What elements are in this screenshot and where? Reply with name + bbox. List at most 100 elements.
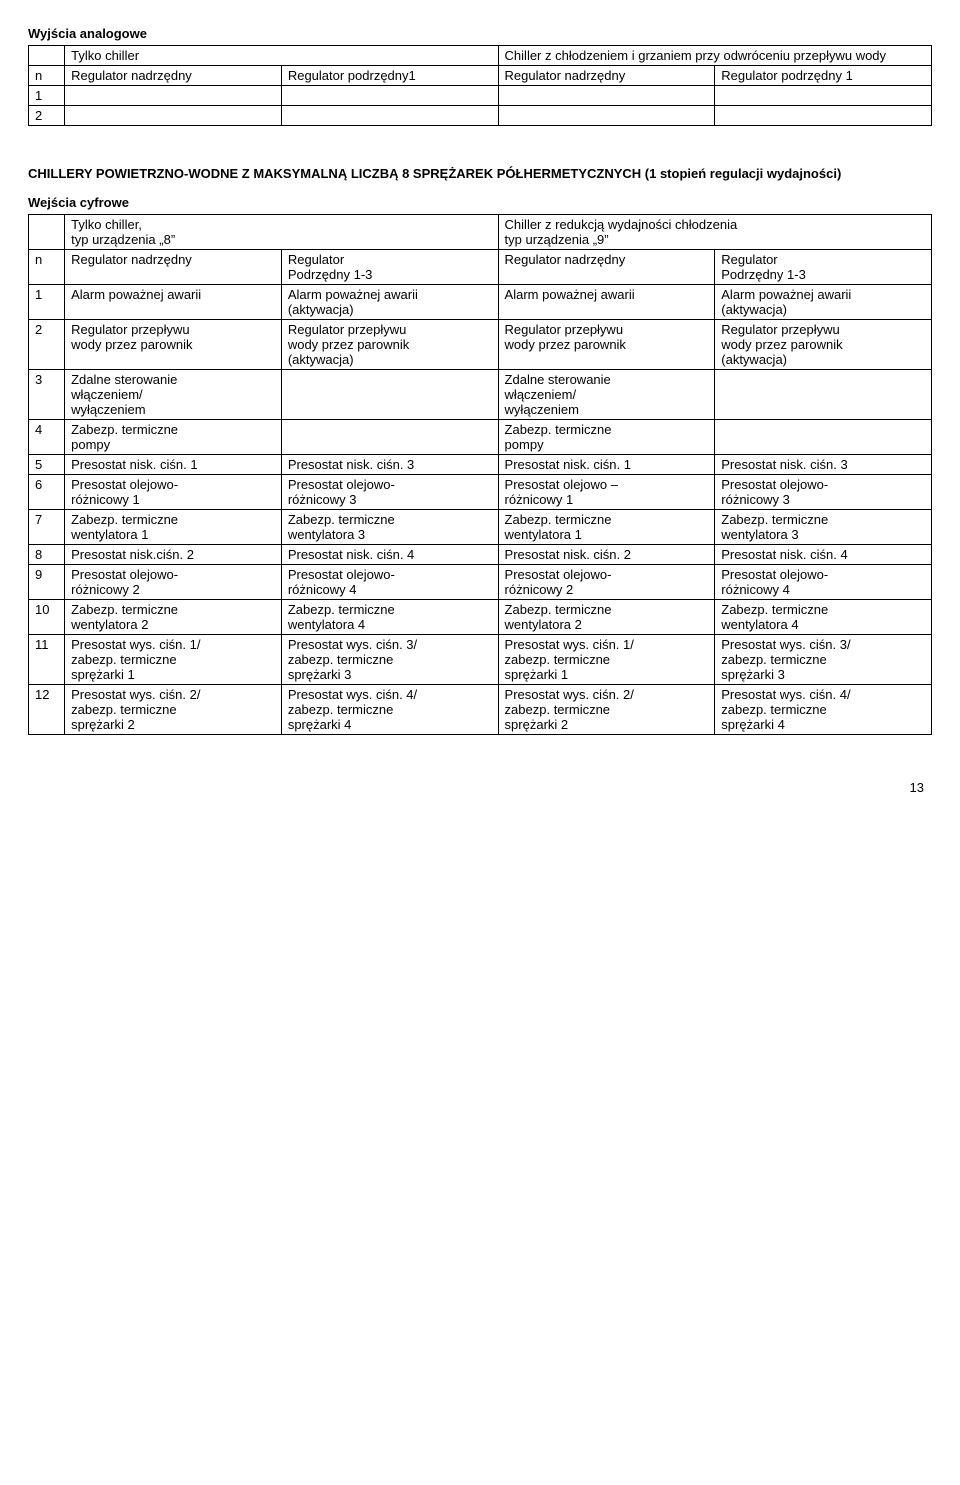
cell: Presostat olejowo- różnicowy 3 (281, 475, 498, 510)
row-num: 3 (29, 370, 65, 420)
table-header-row: Tylko chiller, typ urządzenia „8” Chille… (29, 215, 932, 250)
cell: Presostat wys. ciśn. 1/ zabezp. termiczn… (65, 635, 282, 685)
row-num: 10 (29, 600, 65, 635)
col-reg-sub13: Regulator Podrzędny 1-3 (281, 250, 498, 285)
cell: Zabezp. termiczne wentylatora 2 (498, 600, 715, 635)
cell: Presostat wys. ciśn. 1/ zabezp. termiczn… (498, 635, 715, 685)
row-num: 1 (29, 86, 65, 106)
section2-title: CHILLERY POWIETRZNO-WODNE Z MAKSYMALNĄ L… (28, 166, 932, 181)
col-reg-sub13b: Regulator Podrzędny 1-3 (715, 250, 932, 285)
table-row: 10Zabezp. termiczne wentylatora 2Zabezp.… (29, 600, 932, 635)
row-num: 6 (29, 475, 65, 510)
row-num: 2 (29, 320, 65, 370)
cell: Zabezp. termiczne pompy (65, 420, 282, 455)
digital-inputs-table: Tylko chiller, typ urządzenia „8” Chille… (28, 214, 932, 735)
page-number: 13 (910, 780, 924, 795)
table-row: 9 Presostat olejowo- różnicowy 2Presostat… (29, 565, 932, 600)
cell-only-chiller: Tylko chiller (65, 46, 498, 66)
cell (715, 420, 932, 455)
cell (498, 106, 715, 126)
cell: Zabezp. termiczne pompy (498, 420, 715, 455)
cell: Presostat nisk. ciśn. 3 (715, 455, 932, 475)
cell: Regulator przepływu wody przez parownik (498, 320, 715, 370)
cell (65, 86, 282, 106)
cell: Regulator przepływu wody przez parownik (65, 320, 282, 370)
table-row: 11Presostat wys. ciśn. 1/ zabezp. termic… (29, 635, 932, 685)
table-row: 2 (29, 106, 932, 126)
table-row: 1 (29, 86, 932, 106)
cell (281, 370, 498, 420)
table-subheader-row: n Regulator nadrzędny Regulator podrzędn… (29, 66, 932, 86)
cell: Presostat nisk.ciśn. 2 (65, 545, 282, 565)
cell: Zabezp. termiczne wentylatora 4 (281, 600, 498, 635)
cell: Presostat wys. ciśn. 3/ zabezp. termiczn… (281, 635, 498, 685)
table-row: 12Presostat wys. ciśn. 2/ zabezp. termic… (29, 685, 932, 735)
cell: Alarm poważnej awarii (498, 285, 715, 320)
col-reg-master: Regulator nadrzędny (65, 66, 282, 86)
analog-outputs-table: Tylko chiller Chiller z chłodzeniem i gr… (28, 45, 932, 126)
cell: Zdalne sterowanie włączeniem/ wyłączenie… (65, 370, 282, 420)
row-num: 9 (29, 565, 65, 600)
table-row: 2Regulator przepływu wody przez parownik… (29, 320, 932, 370)
cell: Presostat wys. ciśn. 2/ zabezp. termiczn… (65, 685, 282, 735)
cell: Zabezp. termiczne wentylatora 3 (281, 510, 498, 545)
row-num: 4 (29, 420, 65, 455)
cell: Presostat wys. ciśn. 4/ zabezp. termiczn… (281, 685, 498, 735)
table-row: 4Zabezp. termiczne pompyZabezp. termiczn… (29, 420, 932, 455)
cell: Zabezp. termiczne wentylatora 4 (715, 600, 932, 635)
col-reg-master2: Regulator nadrzędny (498, 66, 715, 86)
col-reg-master2: Regulator nadrzędny (498, 250, 715, 285)
cell (715, 370, 932, 420)
cell-only-chiller-8: Tylko chiller, typ urządzenia „8” (65, 215, 498, 250)
col-n: n (29, 66, 65, 86)
table-row: 6Presostat olejowo- różnicowy 1Presostat… (29, 475, 932, 510)
cell: Presostat wys. ciśn. 2/ zabezp. termiczn… (498, 685, 715, 735)
cell: Presostat olejowo- różnicowy 3 (715, 475, 932, 510)
cell (65, 106, 282, 126)
table-row: 5Presostat nisk. ciśn. 1Presostat nisk. … (29, 455, 932, 475)
row-num: 1 (29, 285, 65, 320)
cell (281, 106, 498, 126)
table-row: 7Zabezp. termiczne wentylatora 1Zabezp. … (29, 510, 932, 545)
cell-blank (29, 215, 65, 250)
section1-title: Wyjścia analogowe (28, 26, 932, 41)
row-num: 5 (29, 455, 65, 475)
table-row: 1Alarm poważnej awariiAlarm poważnej awa… (29, 285, 932, 320)
cell (281, 86, 498, 106)
cell (498, 86, 715, 106)
cell-chiller-heating: Chiller z chłodzeniem i grzaniem przy od… (498, 46, 931, 66)
row-num: 2 (29, 106, 65, 126)
cell: Zabezp. termiczne wentylatora 1 (498, 510, 715, 545)
cell: Presostat wys. ciśn. 3/ zabezp. termiczn… (715, 635, 932, 685)
cell: Presostat nisk. ciśn. 1 (498, 455, 715, 475)
cell: Presostat olejowo- różnicowy 1 (65, 475, 282, 510)
cell: Presostat olejowo- różnicowy 4 (281, 565, 498, 600)
table-row: 8Presostat nisk.ciśn. 2Presostat nisk. c… (29, 545, 932, 565)
col-reg-master: Regulator nadrzędny (65, 250, 282, 285)
cell: Presostat nisk. ciśn. 4 (281, 545, 498, 565)
cell: Regulator przepływu wody przez parownik … (715, 320, 932, 370)
cell: Presostat olejowo- różnicowy 4 (715, 565, 932, 600)
cell (715, 86, 932, 106)
cell: Zabezp. termiczne wentylatora 3 (715, 510, 932, 545)
row-num: 7 (29, 510, 65, 545)
cell: Presostat nisk. ciśn. 3 (281, 455, 498, 475)
table-row: 3Zdalne sterowanie włączeniem/ wyłączeni… (29, 370, 932, 420)
cell-chiller-reduction-9: Chiller z redukcją wydajności chłodzenia… (498, 215, 931, 250)
cell: Presostat olejowo- różnicowy 2 (498, 565, 715, 600)
cell: Alarm poważnej awarii (65, 285, 282, 320)
cell: Presostat nisk. ciśn. 4 (715, 545, 932, 565)
col-n: n (29, 250, 65, 285)
cell: Presostat nisk. ciśn. 2 (498, 545, 715, 565)
row-num: 8 (29, 545, 65, 565)
cell: Regulator przepływu wody przez parownik … (281, 320, 498, 370)
row-num: 12 (29, 685, 65, 735)
row-num: 11 (29, 635, 65, 685)
cell: Zabezp. termiczne wentylatora 1 (65, 510, 282, 545)
cell: Presostat olejowo – różnicowy 1 (498, 475, 715, 510)
cell: Alarm poważnej awarii (aktywacja) (715, 285, 932, 320)
col-reg-sub1b: Regulator podrzędny 1 (715, 66, 932, 86)
cell: Zabezp. termiczne wentylatora 2 (65, 600, 282, 635)
cell: Presostat nisk. ciśn. 1 (65, 455, 282, 475)
cell: Presostat wys. ciśn. 4/ zabezp. termiczn… (715, 685, 932, 735)
